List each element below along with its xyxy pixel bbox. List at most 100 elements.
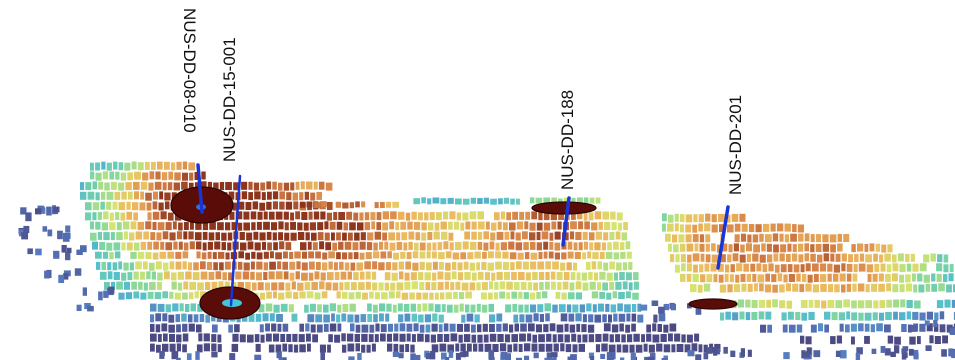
- block-cell: [255, 343, 261, 352]
- block-cell: [530, 261, 537, 270]
- block-cell: [471, 272, 477, 281]
- block-cell: [537, 261, 545, 270]
- block-cell: [150, 343, 155, 352]
- block-cell: [512, 211, 518, 220]
- block-cell: [886, 283, 892, 292]
- block-cell: [161, 323, 168, 332]
- block-cell: [525, 314, 533, 323]
- block-cell: [299, 323, 304, 332]
- block-cell: [651, 300, 659, 306]
- block-cell: [451, 271, 457, 280]
- block-cell: [615, 334, 621, 343]
- block-cell: [344, 262, 350, 271]
- block-cell: [481, 304, 488, 313]
- block-cell: [875, 243, 881, 252]
- block-cell: [473, 343, 478, 352]
- block-cell: [874, 263, 880, 272]
- block-cell: [798, 233, 804, 242]
- block-cell: [552, 304, 558, 313]
- block-cell: [195, 221, 202, 230]
- block-cell: [866, 264, 874, 273]
- block-cell: [411, 313, 417, 322]
- block-cell: [152, 201, 158, 210]
- block-cell: [309, 222, 316, 231]
- block-cell: [277, 323, 282, 332]
- block-cell: [147, 291, 154, 299]
- block-cell: [107, 271, 113, 280]
- block-cell: [348, 356, 355, 360]
- block-cell: [324, 232, 330, 241]
- block-cell: [428, 303, 434, 312]
- block-cell: [614, 272, 618, 281]
- block-cell: [137, 162, 144, 171]
- block-cell: [545, 261, 551, 270]
- block-cell: [589, 197, 595, 204]
- block-cell: [923, 254, 930, 263]
- block-cell: [275, 252, 282, 260]
- block-cell: [200, 291, 207, 299]
- block-cell: [171, 281, 177, 290]
- block-cell: [764, 234, 772, 243]
- block-cell: [297, 222, 303, 231]
- block-cell: [717, 263, 724, 272]
- block-cell: [282, 323, 289, 332]
- block-cell: [259, 202, 266, 211]
- block-cell: [247, 334, 254, 343]
- block-cell: [164, 271, 170, 280]
- block-cell: [410, 353, 416, 360]
- block-cell: [698, 214, 704, 223]
- block-cell: [209, 221, 216, 230]
- block-cell: [266, 181, 272, 190]
- block-cell: [751, 300, 758, 308]
- block-cell: [652, 323, 657, 332]
- block-cell: [671, 344, 676, 353]
- block-cell: [126, 242, 133, 251]
- block-cell: [110, 232, 115, 241]
- block-cell: [724, 273, 729, 282]
- block-cell: [833, 264, 841, 273]
- block-cell: [348, 292, 355, 300]
- block-cell: [240, 242, 247, 251]
- block-cell: [560, 313, 568, 322]
- block-cell: [602, 282, 608, 291]
- block-cell: [611, 222, 617, 231]
- block-cell: [217, 344, 222, 353]
- block-cell: [443, 241, 449, 250]
- block-cell: [488, 350, 495, 359]
- block-cell: [813, 350, 821, 358]
- block-cell: [109, 222, 116, 231]
- block-cell: [429, 292, 434, 300]
- block-cell: [20, 207, 27, 215]
- block-cell: [543, 222, 551, 231]
- block-cell: [238, 201, 245, 210]
- block-cell: [157, 281, 162, 290]
- block-cell: [589, 242, 594, 251]
- block-cell: [872, 273, 878, 282]
- block-cell: [948, 273, 954, 282]
- block-cell: [603, 262, 609, 271]
- block-cell: [602, 314, 607, 323]
- block-cell: [790, 233, 797, 242]
- block-cell: [96, 261, 101, 270]
- block-cell: [630, 352, 636, 360]
- block-cell: [147, 241, 153, 250]
- block-cell: [332, 242, 337, 251]
- block-cell: [76, 304, 82, 311]
- block-cell: [485, 221, 490, 230]
- block-cell: [576, 197, 583, 204]
- block-cell: [846, 263, 853, 272]
- block-cell: [880, 263, 886, 272]
- block-cell: [95, 162, 101, 171]
- block-cell: [785, 283, 791, 292]
- block-cell: [217, 222, 224, 231]
- block-cell: [150, 323, 155, 332]
- block-cell: [388, 232, 395, 241]
- block-cell: [372, 261, 378, 270]
- block-cell: [499, 281, 506, 290]
- block-cell: [283, 182, 290, 191]
- block-cell: [635, 344, 643, 353]
- block-cell: [205, 314, 210, 323]
- block-cell: [425, 282, 431, 291]
- block-cell: [698, 223, 703, 232]
- block-cell: [441, 231, 448, 240]
